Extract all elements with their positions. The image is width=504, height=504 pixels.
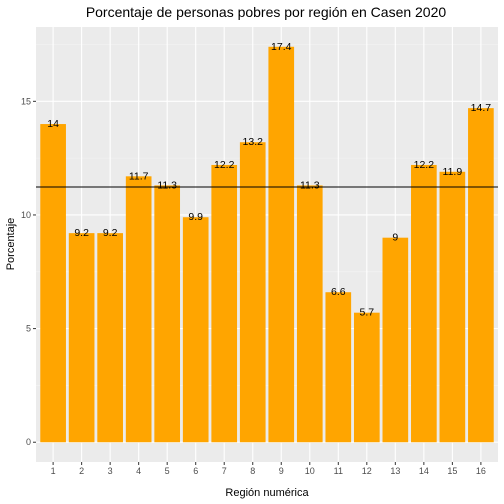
chart-title: Porcentaje de personas pobres por región…	[86, 4, 447, 20]
x-tick-label: 9	[279, 466, 284, 476]
data-label: 11.9	[443, 166, 463, 178]
data-label: 12.2	[414, 159, 435, 171]
bar	[296, 185, 323, 443]
bar	[239, 142, 266, 443]
bar	[439, 171, 466, 443]
x-tick-label: 11	[334, 466, 343, 476]
x-tick-label: 13	[390, 466, 400, 476]
x-tick-label: 12	[362, 466, 372, 476]
bar	[353, 312, 380, 443]
x-tick-label: 8	[250, 466, 255, 476]
bar	[125, 176, 152, 443]
bar	[325, 292, 352, 443]
y-axis-ticks: 0 5 10 15	[21, 96, 36, 447]
x-tick-label: 5	[165, 466, 170, 476]
y-tick-label: 5	[26, 324, 31, 334]
y-axis-title: Porcentaje	[5, 218, 17, 271]
data-label: 6.6	[331, 286, 346, 298]
bars	[40, 46, 494, 443]
y-tick-label: 10	[21, 210, 31, 220]
data-label: 9	[392, 232, 398, 244]
data-label: 14	[47, 118, 59, 130]
x-axis-ticks: 1 2 3 4 5 6 7 8 9 10 11 12 13 14 15 16	[51, 462, 486, 476]
data-label: 9.2	[74, 227, 89, 239]
bar	[211, 164, 238, 443]
x-tick-label: 16	[476, 466, 486, 476]
data-label: 11.3	[300, 179, 320, 191]
bar	[97, 233, 123, 443]
bar	[468, 108, 494, 443]
bar	[268, 46, 295, 443]
x-tick-label: 10	[305, 466, 315, 476]
bar	[68, 233, 95, 443]
x-tick-label: 4	[136, 466, 141, 476]
data-label: 5.7	[360, 307, 375, 319]
data-label: 17.4	[271, 41, 292, 53]
bar	[154, 185, 181, 443]
data-label: 9.9	[188, 211, 203, 223]
data-label: 9.2	[103, 227, 118, 239]
data-labels: 14 9.2 9.2 11.7 11.3 9.9 12.2 13.2 17.4 11.3 6.6 5.…	[47, 41, 491, 319]
x-tick-label: 15	[447, 466, 457, 476]
x-axis-title: Región numérica	[225, 487, 309, 499]
bar	[182, 217, 209, 443]
x-tick-label: 3	[108, 466, 113, 476]
data-label: 12.2	[214, 159, 235, 171]
data-label: 13.2	[243, 136, 264, 148]
x-tick-label: 6	[193, 466, 198, 476]
x-tick-label: 14	[419, 466, 429, 476]
bar	[40, 124, 66, 443]
y-tick-label: 15	[21, 96, 31, 106]
y-tick-label: 0	[26, 437, 31, 447]
data-label: 11.7	[129, 170, 149, 182]
bar	[411, 164, 437, 443]
x-tick-label: 2	[79, 466, 84, 476]
bar	[382, 237, 409, 443]
x-tick-label: 1	[51, 466, 56, 476]
data-label: 14.7	[471, 102, 492, 114]
data-label: 11.3	[157, 179, 177, 191]
x-tick-label: 7	[222, 466, 227, 476]
